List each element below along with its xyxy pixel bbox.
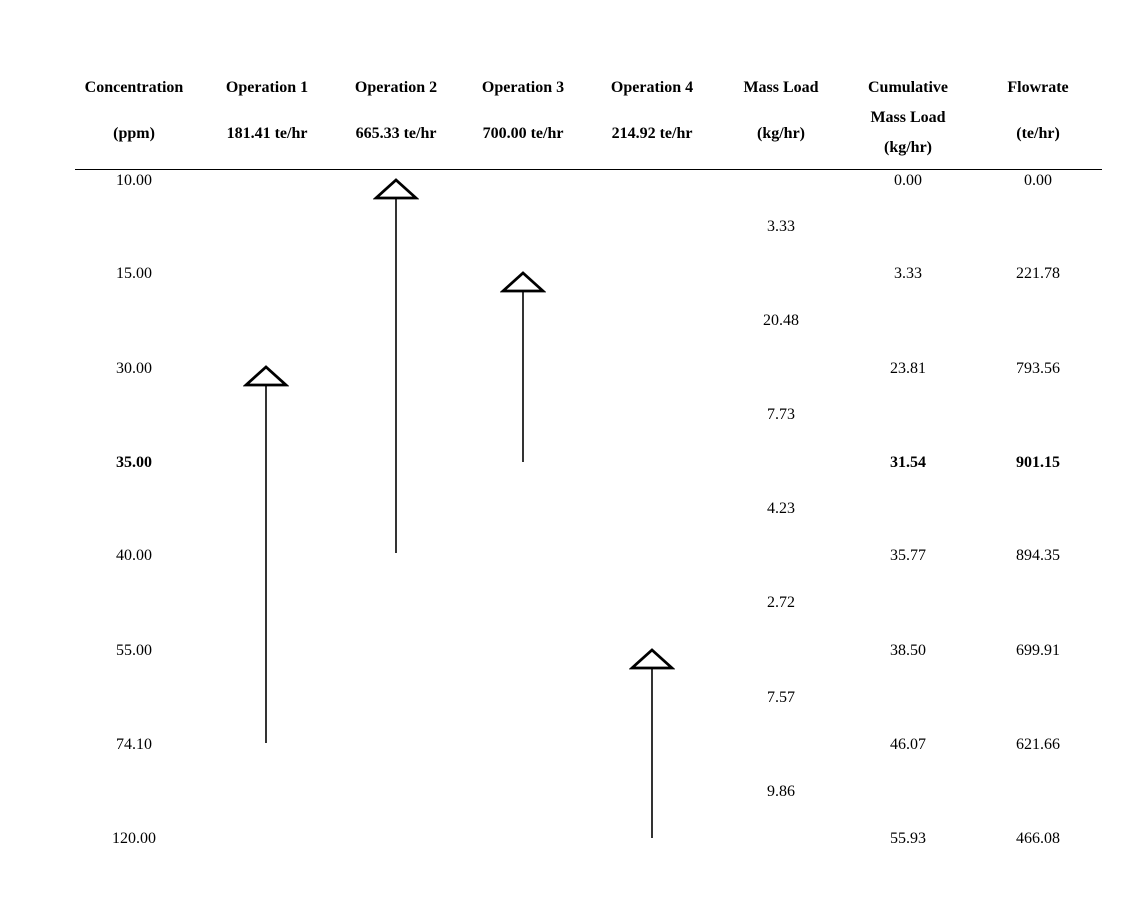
header-flowrate-unit: (te/hr) bbox=[1016, 125, 1060, 142]
flowrate-value: 221.78 bbox=[1016, 265, 1060, 282]
interval-mass-load: 3.33 bbox=[767, 218, 795, 235]
flowrate-value: 699.91 bbox=[1016, 642, 1060, 659]
header-operation4-flow: 214.92 te/hr bbox=[611, 125, 693, 142]
operation-2-arrow bbox=[373, 178, 419, 553]
header-massload-unit: (kg/hr) bbox=[757, 125, 805, 142]
interval-mass-load: 7.73 bbox=[767, 406, 795, 423]
cumulative-mass-load-pinch: 31.54 bbox=[890, 454, 926, 471]
concentration-level: 74.10 bbox=[116, 736, 152, 753]
cumulative-mass-load: 0.00 bbox=[894, 172, 922, 189]
concentration-level: 40.00 bbox=[116, 547, 152, 564]
header-concentration-title: Concentration bbox=[84, 79, 184, 96]
header-cumulative-unit: (kg/hr) bbox=[884, 139, 932, 156]
header-operation3-flow: 700.00 te/hr bbox=[482, 125, 564, 142]
cumulative-mass-load: 46.07 bbox=[890, 736, 926, 753]
interval-mass-load: 4.23 bbox=[767, 500, 795, 517]
concentration-level: 30.00 bbox=[116, 360, 152, 377]
interval-mass-load: 20.48 bbox=[763, 312, 799, 329]
concentration-level-pinch: 35.00 bbox=[116, 454, 152, 471]
header-operation1-flow: 181.41 te/hr bbox=[226, 125, 308, 142]
concentration-level: 120.00 bbox=[112, 830, 156, 847]
interval-mass-load: 2.72 bbox=[767, 594, 795, 611]
cumulative-mass-load: 23.81 bbox=[890, 360, 926, 377]
cumulative-mass-load: 38.50 bbox=[890, 642, 926, 659]
flowrate-value: 0.00 bbox=[1024, 172, 1052, 189]
flowrate-value: 621.66 bbox=[1016, 736, 1060, 753]
flowrate-value-pinch: 901.15 bbox=[1016, 454, 1060, 471]
operation-1-arrow bbox=[243, 365, 289, 743]
header-cumulative-title: Cumulative bbox=[868, 79, 948, 96]
cumulative-mass-load: 3.33 bbox=[894, 265, 922, 282]
header-operation2-flow: 665.33 te/hr bbox=[355, 125, 437, 142]
operation-4-arrow bbox=[629, 648, 675, 838]
concentration-level: 10.00 bbox=[116, 172, 152, 189]
flowrate-value: 466.08 bbox=[1016, 830, 1060, 847]
header-cumulative-title2: Mass Load bbox=[870, 109, 946, 126]
concentration-level: 15.00 bbox=[116, 265, 152, 282]
header-divider-line bbox=[75, 169, 1102, 170]
flowrate-value: 894.35 bbox=[1016, 547, 1060, 564]
header-concentration-unit: (ppm) bbox=[113, 125, 155, 142]
header-operation3-title: Operation 3 bbox=[481, 79, 565, 96]
header-operation1-title: Operation 1 bbox=[225, 79, 309, 96]
concentration-level: 55.00 bbox=[116, 642, 152, 659]
cumulative-mass-load: 35.77 bbox=[890, 547, 926, 564]
interval-mass-load: 9.86 bbox=[767, 783, 795, 800]
header-flowrate-title: Flowrate bbox=[1007, 79, 1069, 96]
flowrate-value: 793.56 bbox=[1016, 360, 1060, 377]
header-operation4-title: Operation 4 bbox=[610, 79, 694, 96]
header-massload-title: Mass Load bbox=[743, 79, 819, 96]
interval-mass-load: 7.57 bbox=[767, 689, 795, 706]
operation-3-arrow bbox=[500, 271, 546, 462]
header-operation2-title: Operation 2 bbox=[354, 79, 438, 96]
cumulative-mass-load: 55.93 bbox=[890, 830, 926, 847]
